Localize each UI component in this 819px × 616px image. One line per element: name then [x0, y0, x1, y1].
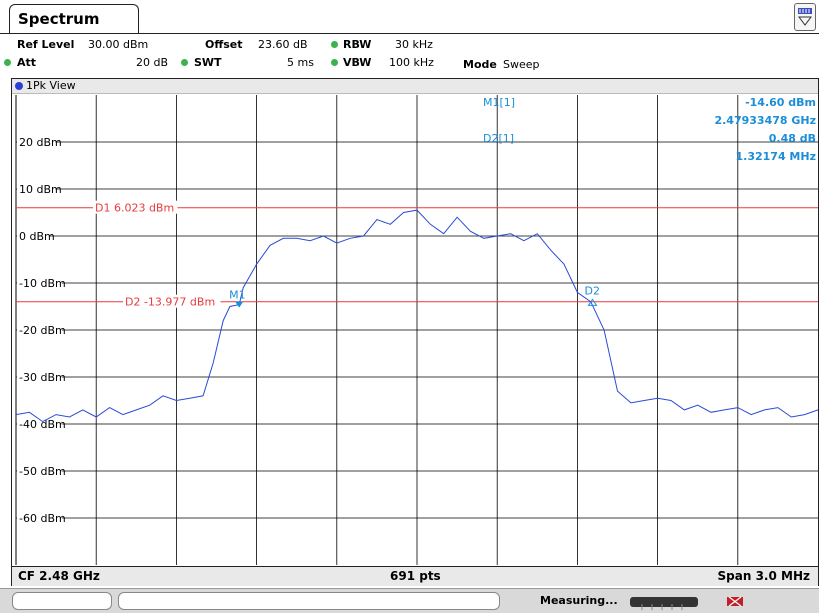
y-tick-label-bg: [17, 464, 62, 477]
y-tick-label-bg: [17, 417, 62, 430]
marker-m1-level: -14.60 dBm: [745, 96, 816, 109]
display-line-label-bg: [123, 294, 221, 308]
view-title-bar: 1Pk View: [12, 79, 818, 94]
trace-settings-button[interactable]: [794, 3, 816, 31]
measuring-status: Measuring...: [540, 594, 618, 607]
att-coupling-dot: [4, 59, 11, 66]
measurement-progress-bar: [630, 597, 698, 610]
vbw-coupling-dot: [331, 59, 338, 66]
y-tick-label: -20 dBm: [19, 324, 66, 337]
trace-group: [15, 209, 819, 423]
trace-settings-icon: [798, 8, 812, 26]
mode-value: Sweep: [503, 58, 540, 71]
y-tick-label-bg: [17, 135, 56, 148]
grid: [15, 95, 818, 565]
spectrum-tab[interactable]: Spectrum: [9, 4, 139, 34]
vbw-value: 100 kHz: [389, 56, 434, 69]
center-frequency: CF 2.48 GHz: [18, 569, 100, 583]
status-field-message[interactable]: [118, 592, 500, 610]
y-tick-label-bg: [17, 323, 62, 336]
display-line-label-d1: D1 6.023 dBm: [95, 202, 174, 215]
markers: M1 D2: [229, 284, 600, 308]
y-tick-label-bg: [17, 276, 62, 289]
display-line-label-d2: D2 -13.977 dBm: [125, 296, 215, 309]
mode-label: Mode: [463, 58, 497, 71]
ref-level-value: 30.00 dBm: [88, 38, 149, 51]
y-tick-label: 10 dBm: [19, 183, 62, 196]
y-tick-labels: 20 dBm 10 dBm 0 dBm -10 dBm -20 dBm -30 dBm -4…: [17, 135, 66, 525]
marker-d2-tag: D2: [585, 284, 600, 297]
y-tick-label: -10 dBm: [19, 277, 66, 290]
progress-ticks: [641, 604, 683, 610]
y-tick-label-bg: [17, 370, 62, 383]
y-tick-label-bg: [17, 182, 56, 195]
tab-divider: [0, 33, 819, 34]
marker-d2-freq: 1.32174 MHz: [736, 150, 817, 163]
swt-coupling-dot: [181, 59, 188, 66]
y-tick-label-bg: [17, 229, 49, 242]
spectrum-tab-label: Spectrum: [18, 10, 100, 28]
y-tick-label: -60 dBm: [19, 512, 66, 525]
settings-panel: Ref Level 30.00 dBm Offset 23.60 dB RBW …: [0, 35, 819, 79]
vbw-label: VBW: [343, 56, 372, 69]
plot-frame: [11, 78, 819, 586]
att-label: Att: [17, 56, 37, 69]
y-tick-label: 20 dBm: [19, 136, 62, 149]
rbw-coupling-dot: [331, 41, 338, 48]
display-lines: D1 6.023 dBm D2 -13.977 dBm: [16, 200, 818, 309]
error-flag-icon: [727, 596, 743, 607]
swt-value: 5 ms: [287, 56, 314, 69]
marker-m1-symbol: [235, 301, 244, 308]
plot-footer: CF 2.48 GHz 691 pts Span 3.0 MHz: [12, 566, 818, 586]
y-tick-label: -50 dBm: [19, 465, 66, 478]
y-tick-label: 0 dBm: [19, 230, 55, 243]
marker-table: M1[1] -14.60 dBm 2.47933478 GHz D2[1] 0.…: [483, 96, 816, 163]
trace-line: [15, 209, 819, 423]
view-label: 1Pk View: [26, 79, 76, 92]
y-tick-label-bg: [17, 511, 62, 524]
display-line-label-bg: [93, 200, 178, 214]
y-tick-label: -40 dBm: [19, 418, 66, 431]
status-bar: Measuring...: [0, 588, 819, 613]
att-value: 20 dB: [136, 56, 169, 69]
swt-label: SWT: [194, 56, 222, 69]
frequency-span: Span 3.0 MHz: [717, 569, 810, 583]
y-tick-label: -30 dBm: [19, 371, 66, 384]
marker-m1-freq: 2.47933478 GHz: [714, 114, 816, 127]
marker-d2-label: D2[1]: [483, 132, 514, 145]
view-indicator-dot: [15, 82, 23, 90]
status-field-left[interactable]: [12, 592, 112, 610]
marker-m1-tag: M1: [229, 289, 246, 302]
marker-m1-label: M1[1]: [483, 96, 515, 109]
rbw-label: RBW: [343, 38, 372, 51]
marker-d2-level: 0.48 dB: [769, 132, 816, 145]
ref-level-label: Ref Level: [17, 38, 75, 51]
offset-label: Offset: [205, 38, 243, 51]
sweep-points: 691 pts: [390, 569, 441, 583]
rbw-value: 30 kHz: [395, 38, 433, 51]
offset-value: 23.60 dB: [258, 38, 308, 51]
marker-d2-symbol: [587, 298, 598, 306]
